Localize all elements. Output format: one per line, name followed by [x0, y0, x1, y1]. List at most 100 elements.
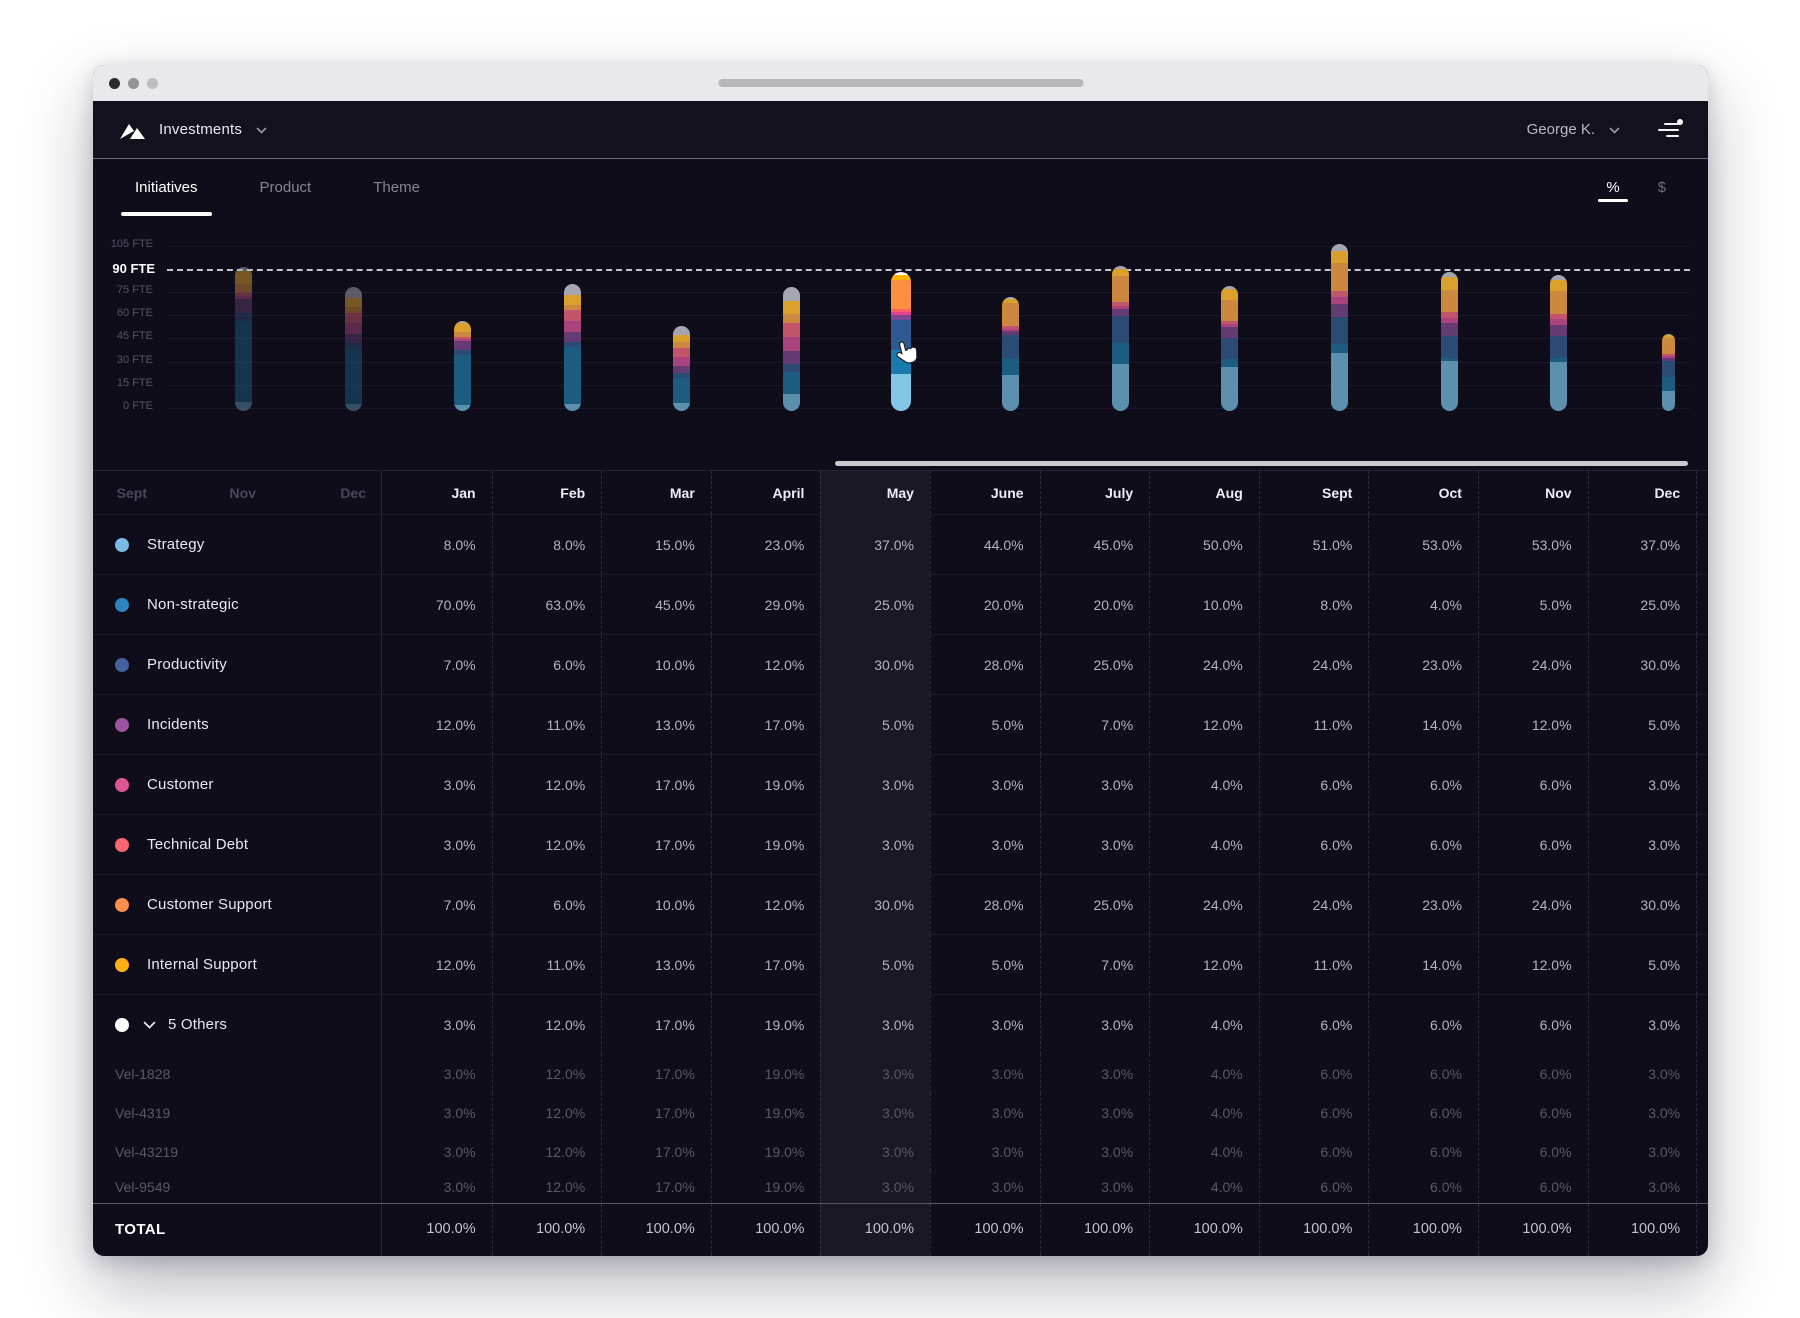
chart-bar-jan[interactable] — [454, 321, 472, 411]
chevron-down-icon[interactable] — [1609, 121, 1620, 139]
chart-bar-oct[interactable] — [1440, 271, 1458, 411]
category-label: Internal Support — [147, 956, 257, 973]
chart-bar-aug[interactable] — [1221, 285, 1239, 411]
gridline — [167, 408, 1690, 409]
value-cell: 12.0% — [491, 1093, 602, 1132]
chart-bar-segment-incidents — [1221, 327, 1239, 338]
chart-bar-may[interactable] — [891, 271, 911, 411]
row-label-cell: 5 Others — [93, 995, 382, 1054]
unit-dollar-button[interactable]: $ — [1657, 179, 1666, 196]
initiative-label: Vel-43219 — [115, 1143, 179, 1160]
chart-bar-segment-incidents — [782, 350, 800, 364]
table-row-others[interactable]: 5 Others 3.0% 12.0% 17.0% 19.0% 3.0% 3.0% 3.0% 4… — [93, 994, 1708, 1054]
chart-bar-segment-internal_support — [782, 301, 800, 314]
chevron-down-icon[interactable] — [256, 121, 267, 139]
table-row-incidents: Incidents 12.0% 11.0% 13.0% 17.0% 5.0% 5.0% 7.0… — [93, 694, 1708, 754]
chart-bar-segment-non_strategic — [1002, 358, 1020, 375]
value-cell: 3.0% — [1587, 1093, 1698, 1132]
category-label: Strategy — [147, 536, 205, 553]
value-cell: 3.0% — [1039, 1054, 1150, 1093]
y-axis-tick-label: 75 FTE — [116, 283, 153, 296]
value-cell: 19.0% — [710, 1132, 821, 1171]
value-cell: 6.0% — [1258, 1054, 1369, 1093]
window-drag-handle[interactable] — [718, 79, 1083, 87]
value-cell: 5.0% — [1477, 575, 1588, 634]
tab-product[interactable]: Product — [259, 179, 312, 196]
chart-bar-segment-customer_support — [1002, 303, 1020, 327]
window-zoom-button[interactable] — [147, 77, 158, 89]
category-color-dot — [115, 777, 129, 792]
chart-bar-segment-customer_support — [234, 284, 252, 293]
value-cell: 19.0% — [710, 995, 821, 1054]
chart-bar-sept[interactable] — [1330, 243, 1348, 411]
app-window: Investments George K. Initiatives Produc… — [93, 65, 1708, 1256]
chart-bar-dec[interactable] — [344, 287, 362, 411]
chart-bar-mar[interactable] — [673, 325, 691, 411]
row-label-cell: Non-strategic — [93, 575, 382, 634]
chart-bar-segment-customer — [1221, 323, 1239, 328]
value-cell: 63.0% — [491, 575, 602, 634]
chart-horizontal-scrollbar[interactable] — [835, 461, 1688, 466]
chart-bar-april[interactable] — [782, 287, 800, 411]
chart-bar-segment-technical_debt — [1221, 320, 1239, 324]
chart-bar-nov[interactable] — [1550, 274, 1568, 411]
value-cell: 6.0% — [1368, 1054, 1478, 1093]
value-cell: 20.0% — [929, 575, 1040, 634]
value-cell: 25.0% — [820, 575, 930, 634]
value-cell: 14.0% — [1368, 695, 1478, 754]
gridline — [167, 245, 1690, 247]
value-cell: 6.0% — [1368, 755, 1478, 814]
footer-spacer-cell — [382, 1254, 492, 1256]
category-color-dot — [115, 657, 129, 672]
chart-bar-segment-others — [1661, 333, 1675, 336]
chart-bar-june[interactable] — [1002, 296, 1020, 411]
table-subrow-vel-43219: Vel-43219 3.0% 12.0% 17.0% 19.0% 3.0% 3.0% 3.0%… — [93, 1132, 1708, 1171]
chart-bar-feb[interactable] — [563, 284, 581, 411]
chevron-down-icon[interactable] — [143, 1021, 156, 1029]
table-total-row: TOTAL 100.0% 100.0% 100.0% 100.0% 100.0% 100.0… — [93, 1203, 1708, 1254]
value-cell: 8.0% — [443, 536, 476, 553]
value-cell: 3.0% — [820, 1132, 930, 1171]
unit-percent-button[interactable]: % — [1598, 159, 1628, 216]
chart-bar-segment-productivity — [1661, 360, 1675, 377]
tab-initiatives[interactable]: Initiatives — [113, 159, 220, 216]
total-value-cell: 100.0% — [1368, 1204, 1478, 1254]
value-cell: 8.0% — [1258, 575, 1369, 634]
user-menu[interactable]: George K. — [1526, 121, 1595, 138]
chart-bar-segment-incidents — [1440, 323, 1458, 337]
value-cell: 10.0% — [1149, 575, 1259, 634]
value-cell: 15.0% — [601, 515, 711, 574]
window-close-button[interactable] — [109, 77, 120, 89]
value-cell: 17.0% — [601, 1132, 711, 1171]
chart-bar-july[interactable] — [1111, 265, 1129, 411]
tab-theme[interactable]: Theme — [373, 179, 420, 196]
chart-bar-segment-incidents — [1550, 324, 1568, 336]
chart-bar-segment-non_strategic — [234, 321, 252, 402]
value-cell: 7.0% — [1039, 695, 1150, 754]
chart-bar-segment-technical_debt — [234, 292, 252, 296]
chart-bar-segment-others — [1330, 243, 1348, 251]
chart-bar-dec[interactable] — [1661, 333, 1675, 411]
window-minimize-button[interactable] — [128, 77, 139, 89]
chart-bar-segment-productivity — [454, 349, 472, 355]
value-cell: 12.0% — [1477, 935, 1588, 994]
subrow-label-cell: Vel-43219 — [93, 1132, 382, 1171]
value-cell: 3.0% — [1039, 1171, 1150, 1203]
chart-bar-nov[interactable] — [234, 267, 252, 411]
gridline — [167, 361, 1690, 363]
value-cell: 3.0% — [1039, 755, 1150, 814]
total-value-cell: 100.0% — [929, 1204, 1040, 1254]
value-cell: 3.0% — [1587, 1132, 1698, 1171]
value-cell: 4.0% — [1149, 1093, 1259, 1132]
chart-bar-segment-technical_debt — [1661, 354, 1675, 357]
value-cell: 6.0% — [1477, 1054, 1588, 1093]
window-controls[interactable] — [109, 77, 158, 89]
chart-bar-segment-incidents — [1111, 308, 1129, 317]
notifications-menu-icon[interactable] — [1654, 118, 1683, 141]
total-value-cell: 100.0% — [710, 1204, 821, 1254]
footer-spacer-cell — [929, 1254, 1040, 1256]
value-cell: 5.0% — [820, 935, 930, 994]
month-header: April — [710, 471, 821, 514]
value-cell: 7.0% — [443, 656, 476, 673]
value-cell: 70.0% — [435, 596, 476, 613]
